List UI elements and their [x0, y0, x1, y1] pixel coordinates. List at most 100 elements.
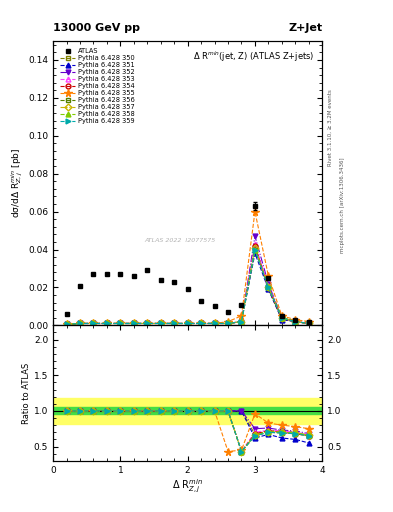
Pythia 6.428 356 [118, 321, 123, 327]
Pythia 6.428 358 [199, 321, 204, 327]
Text: 13000 GeV pp: 13000 GeV pp [53, 23, 140, 33]
Pythia 6.428 353 [253, 241, 257, 247]
Pythia 6.428 352 [293, 318, 298, 325]
Pythia 6.428 358 [78, 321, 83, 327]
Pythia 6.428 353 [199, 321, 204, 327]
Pythia 6.428 359 [132, 321, 136, 327]
Pythia 6.428 350 [239, 318, 244, 325]
Pythia 6.428 356 [226, 321, 230, 327]
Pythia 6.428 350 [185, 321, 190, 327]
Pythia 6.428 355 [132, 321, 136, 327]
Text: Δ R$^{min}$(jet, Z) (ATLAS Z+jets): Δ R$^{min}$(jet, Z) (ATLAS Z+jets) [193, 50, 314, 64]
Line: Pythia 6.428 358: Pythia 6.428 358 [64, 247, 311, 327]
Pythia 6.428 352 [105, 321, 109, 327]
Pythia 6.428 352 [199, 321, 204, 327]
Pythia 6.428 352 [212, 321, 217, 327]
Pythia 6.428 357 [199, 321, 204, 327]
Pythia 6.428 359 [199, 321, 204, 327]
Line: Pythia 6.428 359: Pythia 6.428 359 [64, 247, 311, 327]
Pythia 6.428 355 [307, 318, 311, 325]
Pythia 6.428 352 [266, 281, 271, 287]
Pythia 6.428 357 [145, 321, 150, 327]
Pythia 6.428 357 [293, 318, 298, 325]
Pythia 6.428 355 [78, 321, 83, 327]
Pythia 6.428 350 [105, 321, 109, 327]
Pythia 6.428 355 [279, 313, 284, 319]
Pythia 6.428 355 [226, 318, 230, 325]
Pythia 6.428 357 [172, 321, 176, 327]
Line: Pythia 6.428 353: Pythia 6.428 353 [64, 241, 311, 327]
Pythia 6.428 350 [253, 245, 257, 251]
Pythia 6.428 354 [307, 321, 311, 327]
Pythia 6.428 353 [293, 318, 298, 325]
Pythia 6.428 350 [78, 321, 83, 327]
Pythia 6.428 358 [185, 321, 190, 327]
Pythia 6.428 358 [212, 321, 217, 327]
Pythia 6.428 359 [279, 315, 284, 321]
Pythia 6.428 353 [91, 321, 96, 327]
Pythia 6.428 352 [91, 321, 96, 327]
Pythia 6.428 356 [212, 321, 217, 327]
Text: Z+Jet: Z+Jet [288, 23, 322, 33]
Pythia 6.428 358 [293, 318, 298, 325]
Pythia 6.428 358 [132, 321, 136, 327]
Pythia 6.428 359 [118, 321, 123, 327]
Pythia 6.428 354 [132, 321, 136, 327]
Pythia 6.428 354 [253, 243, 257, 249]
Pythia 6.428 351 [199, 321, 204, 327]
Pythia 6.428 353 [226, 321, 230, 327]
Pythia 6.428 359 [293, 318, 298, 325]
Pythia 6.428 358 [239, 318, 244, 325]
Pythia 6.428 354 [64, 322, 69, 328]
Pythia 6.428 352 [307, 321, 311, 327]
Pythia 6.428 351 [132, 321, 136, 327]
Pythia 6.428 350 [199, 321, 204, 327]
Pythia 6.428 352 [118, 321, 123, 327]
Pythia 6.428 351 [226, 321, 230, 327]
Pythia 6.428 359 [91, 321, 96, 327]
Pythia 6.428 354 [212, 321, 217, 327]
Pythia 6.428 350 [172, 321, 176, 327]
Pythia 6.428 359 [64, 322, 69, 328]
Pythia 6.428 351 [78, 321, 83, 327]
Pythia 6.428 359 [78, 321, 83, 327]
Pythia 6.428 355 [185, 321, 190, 327]
Pythia 6.428 356 [145, 321, 150, 327]
Pythia 6.428 350 [91, 321, 96, 327]
Pythia 6.428 352 [239, 318, 244, 325]
Pythia 6.428 355 [105, 321, 109, 327]
Pythia 6.428 359 [307, 321, 311, 327]
Pythia 6.428 358 [226, 321, 230, 327]
Pythia 6.428 353 [64, 322, 69, 328]
Pythia 6.428 351 [64, 322, 69, 328]
Pythia 6.428 353 [158, 321, 163, 327]
Pythia 6.428 357 [158, 321, 163, 327]
Line: Pythia 6.428 351: Pythia 6.428 351 [64, 251, 311, 327]
Pythia 6.428 356 [78, 321, 83, 327]
Y-axis label: dσ/dΔ R$^{min}_{Z,j}$ [pb]: dσ/dΔ R$^{min}_{Z,j}$ [pb] [10, 148, 25, 218]
Pythia 6.428 350 [307, 321, 311, 327]
Pythia 6.428 359 [253, 246, 257, 252]
Y-axis label: Ratio to ATLAS: Ratio to ATLAS [22, 362, 31, 424]
Pythia 6.428 359 [172, 321, 176, 327]
Pythia 6.428 359 [226, 321, 230, 327]
Line: Pythia 6.428 355: Pythia 6.428 355 [63, 208, 312, 328]
Pythia 6.428 358 [307, 321, 311, 327]
Pythia 6.428 356 [239, 318, 244, 325]
Pythia 6.428 351 [185, 321, 190, 327]
Pythia 6.428 355 [266, 273, 271, 279]
Pythia 6.428 356 [105, 321, 109, 327]
Pythia 6.428 358 [266, 284, 271, 290]
Pythia 6.428 354 [91, 321, 96, 327]
Pythia 6.428 355 [145, 321, 150, 327]
Pythia 6.428 354 [199, 321, 204, 327]
Pythia 6.428 350 [145, 321, 150, 327]
Pythia 6.428 354 [185, 321, 190, 327]
Pythia 6.428 356 [266, 284, 271, 290]
Pythia 6.428 351 [212, 321, 217, 327]
Pythia 6.428 357 [185, 321, 190, 327]
Text: ATLAS 2022  I2077575: ATLAS 2022 I2077575 [144, 238, 215, 243]
Pythia 6.428 352 [253, 233, 257, 239]
Pythia 6.428 350 [226, 321, 230, 327]
Line: Pythia 6.428 350: Pythia 6.428 350 [64, 245, 311, 327]
